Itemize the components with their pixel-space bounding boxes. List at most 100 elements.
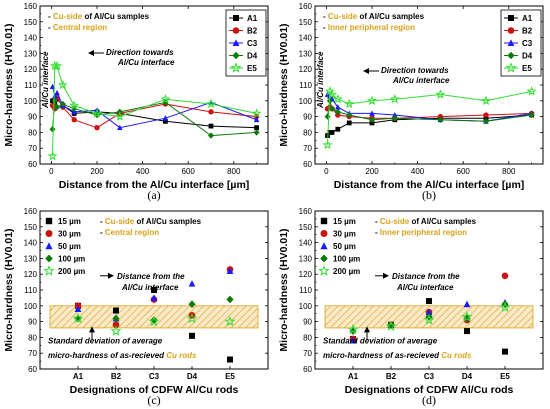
y-tick-label: 100 [299, 302, 313, 311]
y-tick-label: 140 [24, 239, 38, 248]
data-point [47, 150, 58, 161]
data-point [112, 321, 120, 329]
info-highlight: Cu-side [105, 217, 135, 226]
legend-label: 30 µm [333, 230, 356, 239]
data-point [51, 97, 58, 104]
info-highlight: Central region [105, 228, 159, 237]
y-tick-label: 150 [299, 223, 313, 232]
legend-label: E5 [247, 64, 257, 73]
y-tick-label: 100 [24, 302, 38, 311]
data-point [151, 287, 157, 293]
info-prefix: - [323, 12, 328, 21]
legend-marker [232, 51, 240, 60]
data-point [251, 108, 262, 118]
legend-label: D4 [247, 52, 258, 61]
data-point [253, 116, 260, 123]
data-point [528, 111, 535, 119]
y-tick-label: 120 [24, 65, 38, 74]
legend-label: 200 µm [333, 267, 360, 276]
data-point [389, 93, 400, 104]
data-point [253, 113, 260, 120]
data-point [253, 129, 260, 136]
data-point [426, 298, 432, 305]
x-tick-label: 800 [227, 167, 241, 176]
data-point [502, 348, 508, 355]
data-point [461, 311, 473, 322]
legend-label: B2 [247, 27, 258, 36]
info-prefix: - [375, 228, 380, 237]
legend-label: 15 µm [333, 217, 356, 226]
up-arrow-head [364, 326, 370, 333]
data-point [391, 114, 398, 122]
data-point [327, 89, 338, 99]
data-point [385, 320, 397, 332]
y-tick-label: 70 [28, 349, 37, 358]
data-point [71, 117, 77, 123]
info-line: - Cu-side of Al/Cu samples [48, 12, 150, 21]
y-tick-label: 140 [299, 239, 313, 248]
x-tick-label: 0 [49, 167, 54, 176]
info-line: - Cu-side of Al/Cu samples [323, 12, 425, 21]
legend-marker [232, 27, 240, 34]
panel-a: 60 70 80 90 100 110 120 130 140 150 160 0 200 400 600 8… [3, 2, 269, 202]
legend-label: A1 [522, 14, 533, 23]
y-tick-label: 60 [303, 160, 312, 169]
data-point [208, 109, 214, 115]
x-tick-label: 200 [90, 167, 104, 176]
legend-marker [230, 62, 242, 73]
legend-label: 50 µm [333, 242, 356, 251]
x-category-label: A1 [348, 372, 359, 381]
y-tick-label: 120 [299, 65, 313, 74]
data-point [224, 315, 236, 327]
data-point [54, 103, 61, 111]
y-tick-label: 140 [24, 34, 38, 43]
y-tick-label: 80 [28, 128, 37, 137]
y-tick-label: 130 [299, 49, 313, 58]
series-E5 [47, 60, 262, 161]
legend-label: D4 [522, 52, 533, 61]
info-line: - Inner peripheral region [375, 228, 467, 237]
x-axis-label: Designations of CDFW Al/Cu rods [70, 384, 239, 396]
legend-label: 100 µm [58, 255, 85, 264]
y-tick-label: 130 [24, 49, 38, 58]
arrow-annotation-2: Al/Cu interface [117, 58, 175, 67]
data-point [346, 111, 353, 119]
data-point [483, 112, 489, 118]
legend-marker [45, 254, 53, 263]
arrow-annotation: Direction towards [381, 66, 449, 75]
data-point [148, 315, 160, 327]
y-tick-label: 150 [24, 223, 38, 232]
info-highlight: Inner peripheral region [328, 23, 415, 32]
legend-marker [320, 230, 328, 237]
legend-marker [43, 264, 55, 276]
x-category-label: E5 [225, 372, 235, 381]
data-point [52, 60, 63, 71]
legend-marker [45, 242, 53, 250]
legend-marker [505, 62, 517, 73]
x-category-label: B2 [386, 372, 397, 381]
x-category-label: D4 [187, 372, 198, 381]
series-200 µm [72, 312, 236, 336]
y-tick-label: 130 [24, 254, 38, 263]
x-tick-label: 600 [182, 167, 196, 176]
data-point [334, 108, 341, 116]
legend-label: C3 [247, 39, 258, 48]
legend-marker [232, 39, 240, 46]
x-tick-label: 0 [324, 167, 329, 176]
panel-label: (a) [147, 188, 160, 202]
info-line: - Inner peripheral region [323, 23, 415, 32]
data-point [69, 100, 80, 110]
std-note-2: micro-hardness of as-recieved Cu rods [48, 351, 197, 360]
data-point [423, 314, 435, 325]
legend-label: 100 µm [333, 255, 360, 264]
data-point [335, 104, 341, 110]
data-point [483, 118, 489, 125]
data-point [227, 356, 233, 363]
arrow-annotation-2: Al/Cu interface [121, 283, 179, 292]
x-category-label: D4 [462, 372, 473, 381]
info-prefix: - [48, 12, 53, 21]
x-tick-label: 800 [502, 167, 516, 176]
data-point [110, 325, 122, 336]
x-tick-label: 400 [411, 167, 425, 176]
